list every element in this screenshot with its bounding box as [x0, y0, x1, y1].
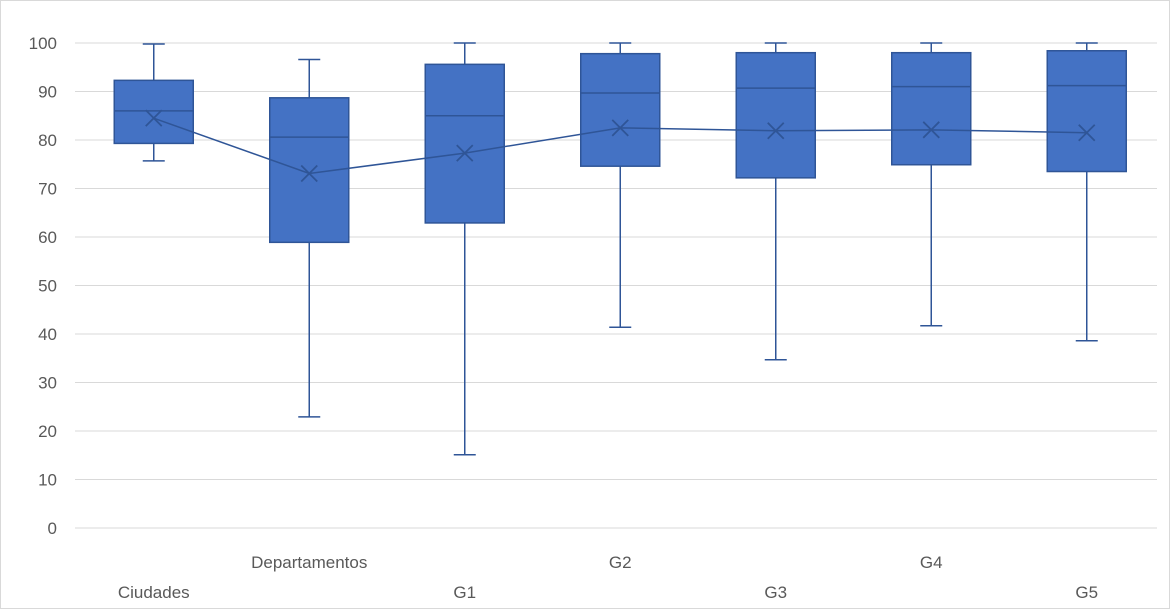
x-category-label: G1 — [453, 583, 476, 602]
y-tick-label: 0 — [48, 519, 57, 538]
mean-marker — [922, 121, 940, 139]
box-iqr — [1046, 50, 1127, 173]
x-category-label: Departamentos — [251, 553, 367, 572]
y-tick-label: 50 — [38, 277, 57, 296]
mean-marker — [767, 122, 785, 140]
y-tick-label: 30 — [38, 374, 57, 393]
box-iqr — [891, 51, 972, 166]
y-tick-label: 10 — [38, 471, 57, 490]
y-tick-label: 70 — [38, 180, 57, 199]
mean-marker — [145, 109, 163, 127]
x-category-label: G4 — [920, 553, 943, 572]
y-tick-label: 100 — [29, 34, 57, 53]
y-tick-label: 40 — [38, 325, 57, 344]
x-category-label: Ciudades — [118, 583, 190, 602]
box-iqr — [735, 51, 816, 179]
y-tick-label: 80 — [38, 131, 57, 150]
mean-marker — [1078, 124, 1096, 142]
mean-marker — [456, 144, 474, 162]
box-iqr — [424, 63, 505, 224]
x-category-label: G5 — [1075, 583, 1098, 602]
box-iqr — [113, 79, 194, 145]
box-iqr — [580, 52, 661, 167]
y-tick-label: 60 — [38, 228, 57, 247]
y-tick-label: 90 — [38, 83, 57, 102]
x-category-label: G3 — [764, 583, 787, 602]
mean-marker — [611, 119, 629, 137]
mean-marker — [300, 164, 318, 183]
y-tick-label: 20 — [38, 422, 57, 441]
x-category-label: G2 — [609, 553, 632, 572]
